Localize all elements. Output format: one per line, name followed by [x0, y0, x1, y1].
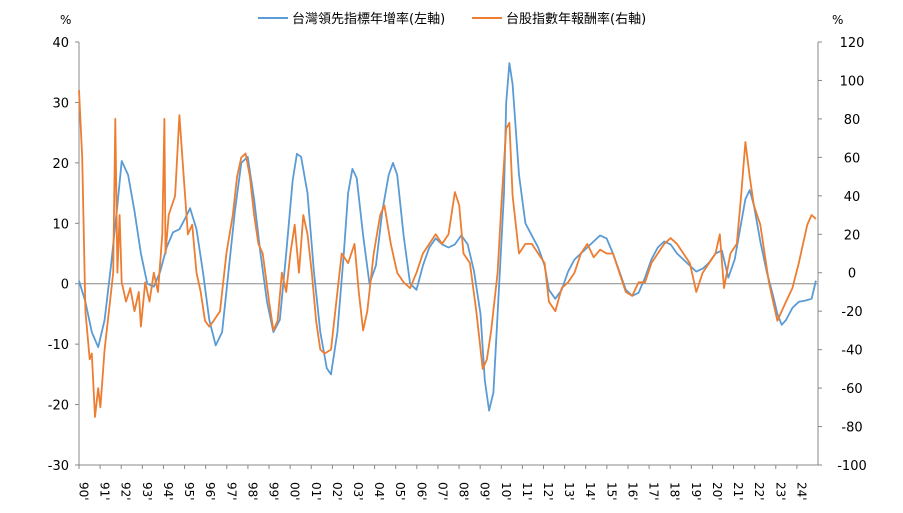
left-tick-label: 10	[52, 217, 69, 232]
x-tick-label: 13'	[562, 482, 576, 501]
right-tick-label: -40	[841, 344, 862, 359]
x-tick-label: 95'	[182, 482, 196, 501]
series-line-taiex-return	[78, 90, 817, 418]
x-tick-label: 14'	[583, 482, 597, 501]
x-tick-label: 92'	[119, 482, 133, 501]
x-tick-label: 12'	[541, 482, 555, 501]
x-tick-label: 09'	[478, 482, 492, 501]
x-tick-label: 20'	[710, 482, 724, 501]
right-tick-label: 0	[848, 267, 856, 282]
right-tick-label: 60	[844, 151, 861, 166]
x-tick-label: 15'	[604, 482, 618, 501]
x-tick-label: 24'	[794, 482, 808, 501]
x-tick-label: 05'	[393, 482, 407, 501]
x-tick-labels: 90' 91' 92' 93' 94' 95' 96' 97' 98' 99' 00' 01' 02' 0…	[77, 465, 808, 501]
series-line-leading-indicator	[78, 62, 817, 412]
x-tick-label: 07'	[435, 482, 449, 501]
x-tick-label: 96'	[203, 482, 217, 501]
left-tick-label: -20	[48, 399, 69, 414]
right-tick-label: 120	[840, 36, 865, 51]
x-tick-label: 90'	[77, 482, 91, 501]
x-tick-label: 97'	[224, 482, 238, 501]
x-tick-label: 21'	[731, 482, 745, 501]
left-tick-label: 40	[52, 36, 69, 51]
axes	[78, 42, 819, 466]
x-tick-label: 94'	[161, 482, 175, 501]
legend-label-taiex-return: 台股指數年報酬率(右軸)	[506, 11, 646, 27]
x-tick-label: 11'	[520, 482, 534, 501]
x-tick-label: 17'	[647, 482, 661, 501]
x-tick-label: 19'	[689, 482, 703, 501]
x-tick-label: 06'	[414, 482, 428, 501]
x-tick-label: 23'	[773, 482, 787, 501]
x-tick-label: 16'	[625, 482, 639, 501]
x-tick-label: 00'	[288, 482, 302, 501]
series-layer	[78, 62, 817, 418]
left-axis-unit: %	[60, 13, 71, 27]
x-tick-label: 98'	[245, 482, 259, 501]
left-tick-label: -10	[48, 338, 69, 353]
right-tick-label: 40	[844, 190, 861, 205]
legend-label-leading-indicator: 台灣領先指標年增率(左軸)	[292, 11, 445, 27]
left-tick-labels: 40 30 20 10 0 -10 -20 -30	[48, 36, 79, 474]
x-tick-label: 10'	[499, 482, 513, 501]
x-tick-label: 22'	[752, 482, 766, 501]
x-tick-label: 01'	[309, 482, 323, 501]
left-tick-label: 0	[61, 278, 69, 293]
x-tick-label: 99'	[267, 482, 281, 501]
right-tick-label: -100	[837, 459, 867, 474]
x-tick-label: 91'	[98, 482, 112, 501]
left-tick-label: 20	[52, 157, 69, 172]
x-tick-label: 03'	[351, 482, 365, 501]
left-tick-label: 30	[52, 96, 69, 111]
right-tick-label: 20	[844, 228, 861, 243]
right-tick-label: -60	[841, 382, 862, 397]
left-tick-label: -30	[48, 459, 69, 474]
x-tick-label: 04'	[372, 482, 386, 501]
x-tick-label: 93'	[140, 482, 154, 501]
right-tick-label: 100	[840, 74, 865, 89]
x-tick-label: 08'	[457, 482, 471, 501]
right-tick-label: 80	[844, 113, 861, 128]
legend: 台灣領先指標年增率(左軸) 台股指數年報酬率(右軸)	[258, 11, 646, 27]
x-tick-label: 18'	[668, 482, 682, 501]
right-tick-label: -20	[841, 305, 862, 320]
right-axis-unit: %	[832, 13, 843, 27]
right-tick-label: -80	[841, 421, 862, 436]
x-tick-label: 02'	[330, 482, 344, 501]
right-tick-labels: 120 100 80 60 40 20 0 -20 -40 -60 -80 -100	[818, 36, 867, 474]
